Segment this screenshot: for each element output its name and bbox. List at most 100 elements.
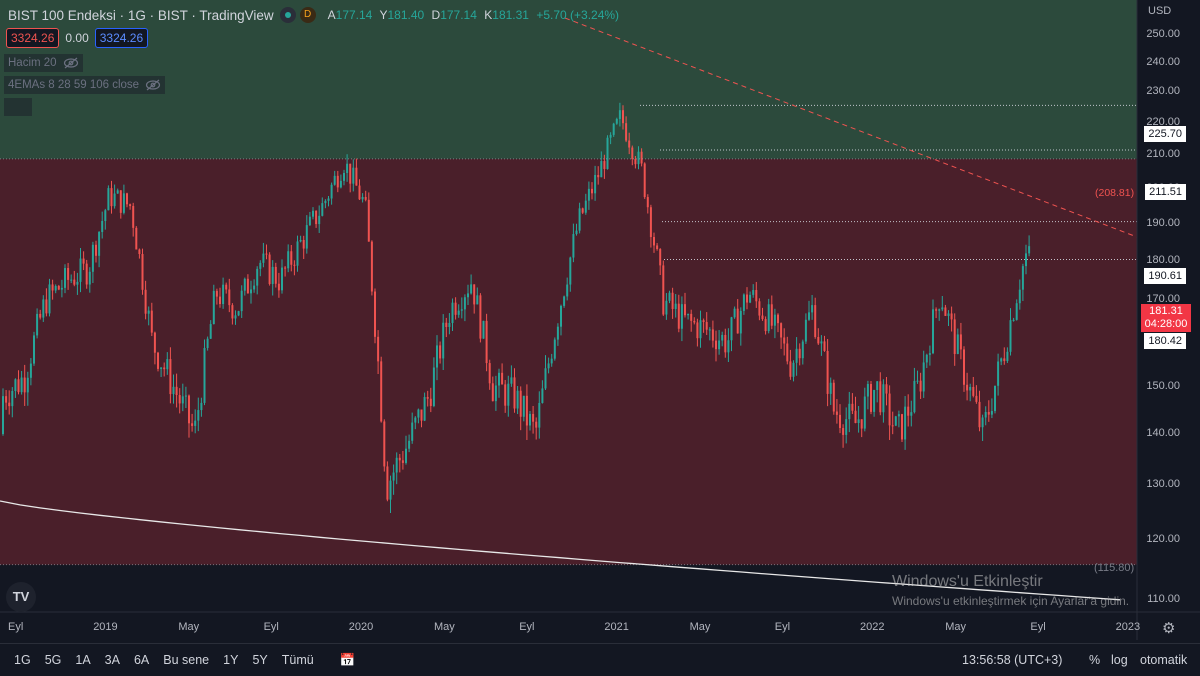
candle-body (423, 397, 426, 421)
candle-body (578, 208, 581, 231)
candle-body (690, 313, 693, 321)
level-label-211: 211.51 (1145, 184, 1186, 200)
tradingview-logo[interactable]: TV (6, 582, 36, 612)
range-5y[interactable]: 5Y (252, 653, 268, 667)
clock-time[interactable]: 13:56:58 (UTC+3) (962, 653, 1063, 667)
candle-body (246, 278, 249, 294)
price-tick-label: 130.00 (1146, 478, 1180, 491)
range-all[interactable]: Tümü (281, 653, 314, 667)
range-1g[interactable]: 1G (14, 653, 31, 667)
ema-indicator-legend[interactable]: 4EMAs 8 28 59 106 close (4, 76, 166, 94)
candle-body (302, 239, 305, 249)
candle-body (1000, 358, 1003, 362)
candle-body (773, 314, 776, 326)
candle-body (944, 307, 947, 316)
candle-body (39, 313, 42, 318)
volume-indicator-label: Hacim 20 (8, 57, 57, 69)
candle-body (696, 322, 699, 339)
candle-body (262, 253, 265, 263)
level-label-180: 180.42 (1144, 333, 1186, 349)
candle-body (343, 172, 345, 181)
range-6a[interactable]: 6A (133, 653, 150, 667)
candle-body (618, 110, 621, 119)
candle-body (848, 403, 851, 420)
time-tick-label: 2020 (348, 621, 374, 633)
range-5g[interactable]: 5G (44, 653, 62, 667)
candle-body (950, 313, 953, 320)
percent-toggle[interactable]: % (1089, 653, 1101, 667)
candle-body (364, 196, 367, 200)
candle-body (352, 167, 355, 184)
candle-body (147, 310, 150, 314)
candle-body (432, 367, 435, 406)
eye-hidden-icon[interactable] (63, 57, 79, 69)
candle-body (814, 305, 817, 337)
delay-badge[interactable]: D (299, 7, 316, 23)
candle-body (491, 383, 494, 402)
time-tick-label: Eyl (8, 621, 24, 633)
candle-body (622, 110, 624, 124)
candle-body (882, 384, 885, 413)
candle-body (742, 294, 745, 311)
volume-indicator-legend[interactable]: Hacim 20 (4, 54, 83, 72)
buy-price-button[interactable]: 3324.26 (94, 28, 149, 48)
candle-body (485, 320, 488, 364)
market-status-icon[interactable] (279, 7, 296, 23)
candle-body (312, 210, 314, 217)
candle-body (287, 251, 290, 269)
candle-body (789, 361, 792, 377)
candle-body (653, 237, 655, 246)
candle-body (1018, 289, 1021, 304)
candle-body (594, 174, 597, 194)
candle-body (547, 363, 550, 369)
white-curve-line (0, 500, 1121, 601)
candle-body (414, 417, 417, 423)
candle-body (572, 234, 575, 258)
candle-body (501, 372, 504, 385)
candle-body (460, 309, 463, 311)
candle-body (532, 413, 535, 422)
candle-body (941, 307, 944, 310)
green-zone (0, 0, 1137, 159)
sell-price-button[interactable]: 3324.26 (6, 28, 60, 48)
candle-body (612, 123, 615, 135)
candle-body (525, 395, 528, 426)
time-tick-label: May (178, 621, 200, 633)
candle-body (634, 159, 637, 165)
collapse-legend-button[interactable] (4, 98, 32, 116)
range-3a[interactable]: 3A (104, 653, 120, 667)
candle-body (913, 380, 916, 413)
candle-body (656, 245, 659, 250)
candle-body (411, 422, 414, 441)
candle-body (755, 290, 758, 302)
auto-scale-toggle[interactable]: otomatik (1140, 653, 1188, 667)
symbol-title[interactable]: BIST 100 Endeksi · 1G · BIST · TradingVi… (8, 7, 274, 23)
red-trendline (564, 17, 1138, 238)
price-tick-label: 240.00 (1146, 56, 1180, 69)
candle-body (885, 384, 888, 394)
currency-label: USD (1148, 5, 1172, 17)
candle-body (597, 174, 600, 178)
candle-body (820, 341, 823, 344)
time-tick-label: May (434, 621, 455, 633)
candle-body (1006, 351, 1009, 362)
date-range-icon[interactable]: 📅 (339, 652, 356, 667)
candle-body (649, 207, 652, 238)
eye-hidden-icon[interactable] (145, 79, 161, 91)
candle-body (990, 411, 993, 415)
range-1a[interactable]: 1A (75, 653, 91, 667)
candle-body (863, 396, 866, 429)
log-toggle[interactable]: log (1111, 653, 1128, 667)
candle-body (764, 319, 767, 332)
settings-gear-icon[interactable]: ⚙ (1162, 620, 1176, 637)
candle-body (569, 257, 572, 285)
range-ytd[interactable]: Bu sene (163, 653, 210, 667)
candle-body (947, 313, 950, 316)
candle-body (1003, 358, 1006, 362)
candle-body (73, 279, 76, 285)
range-1y[interactable]: 1Y (223, 653, 239, 667)
candle-body (699, 320, 702, 339)
candle-body (510, 377, 513, 384)
candle-body (296, 241, 299, 266)
